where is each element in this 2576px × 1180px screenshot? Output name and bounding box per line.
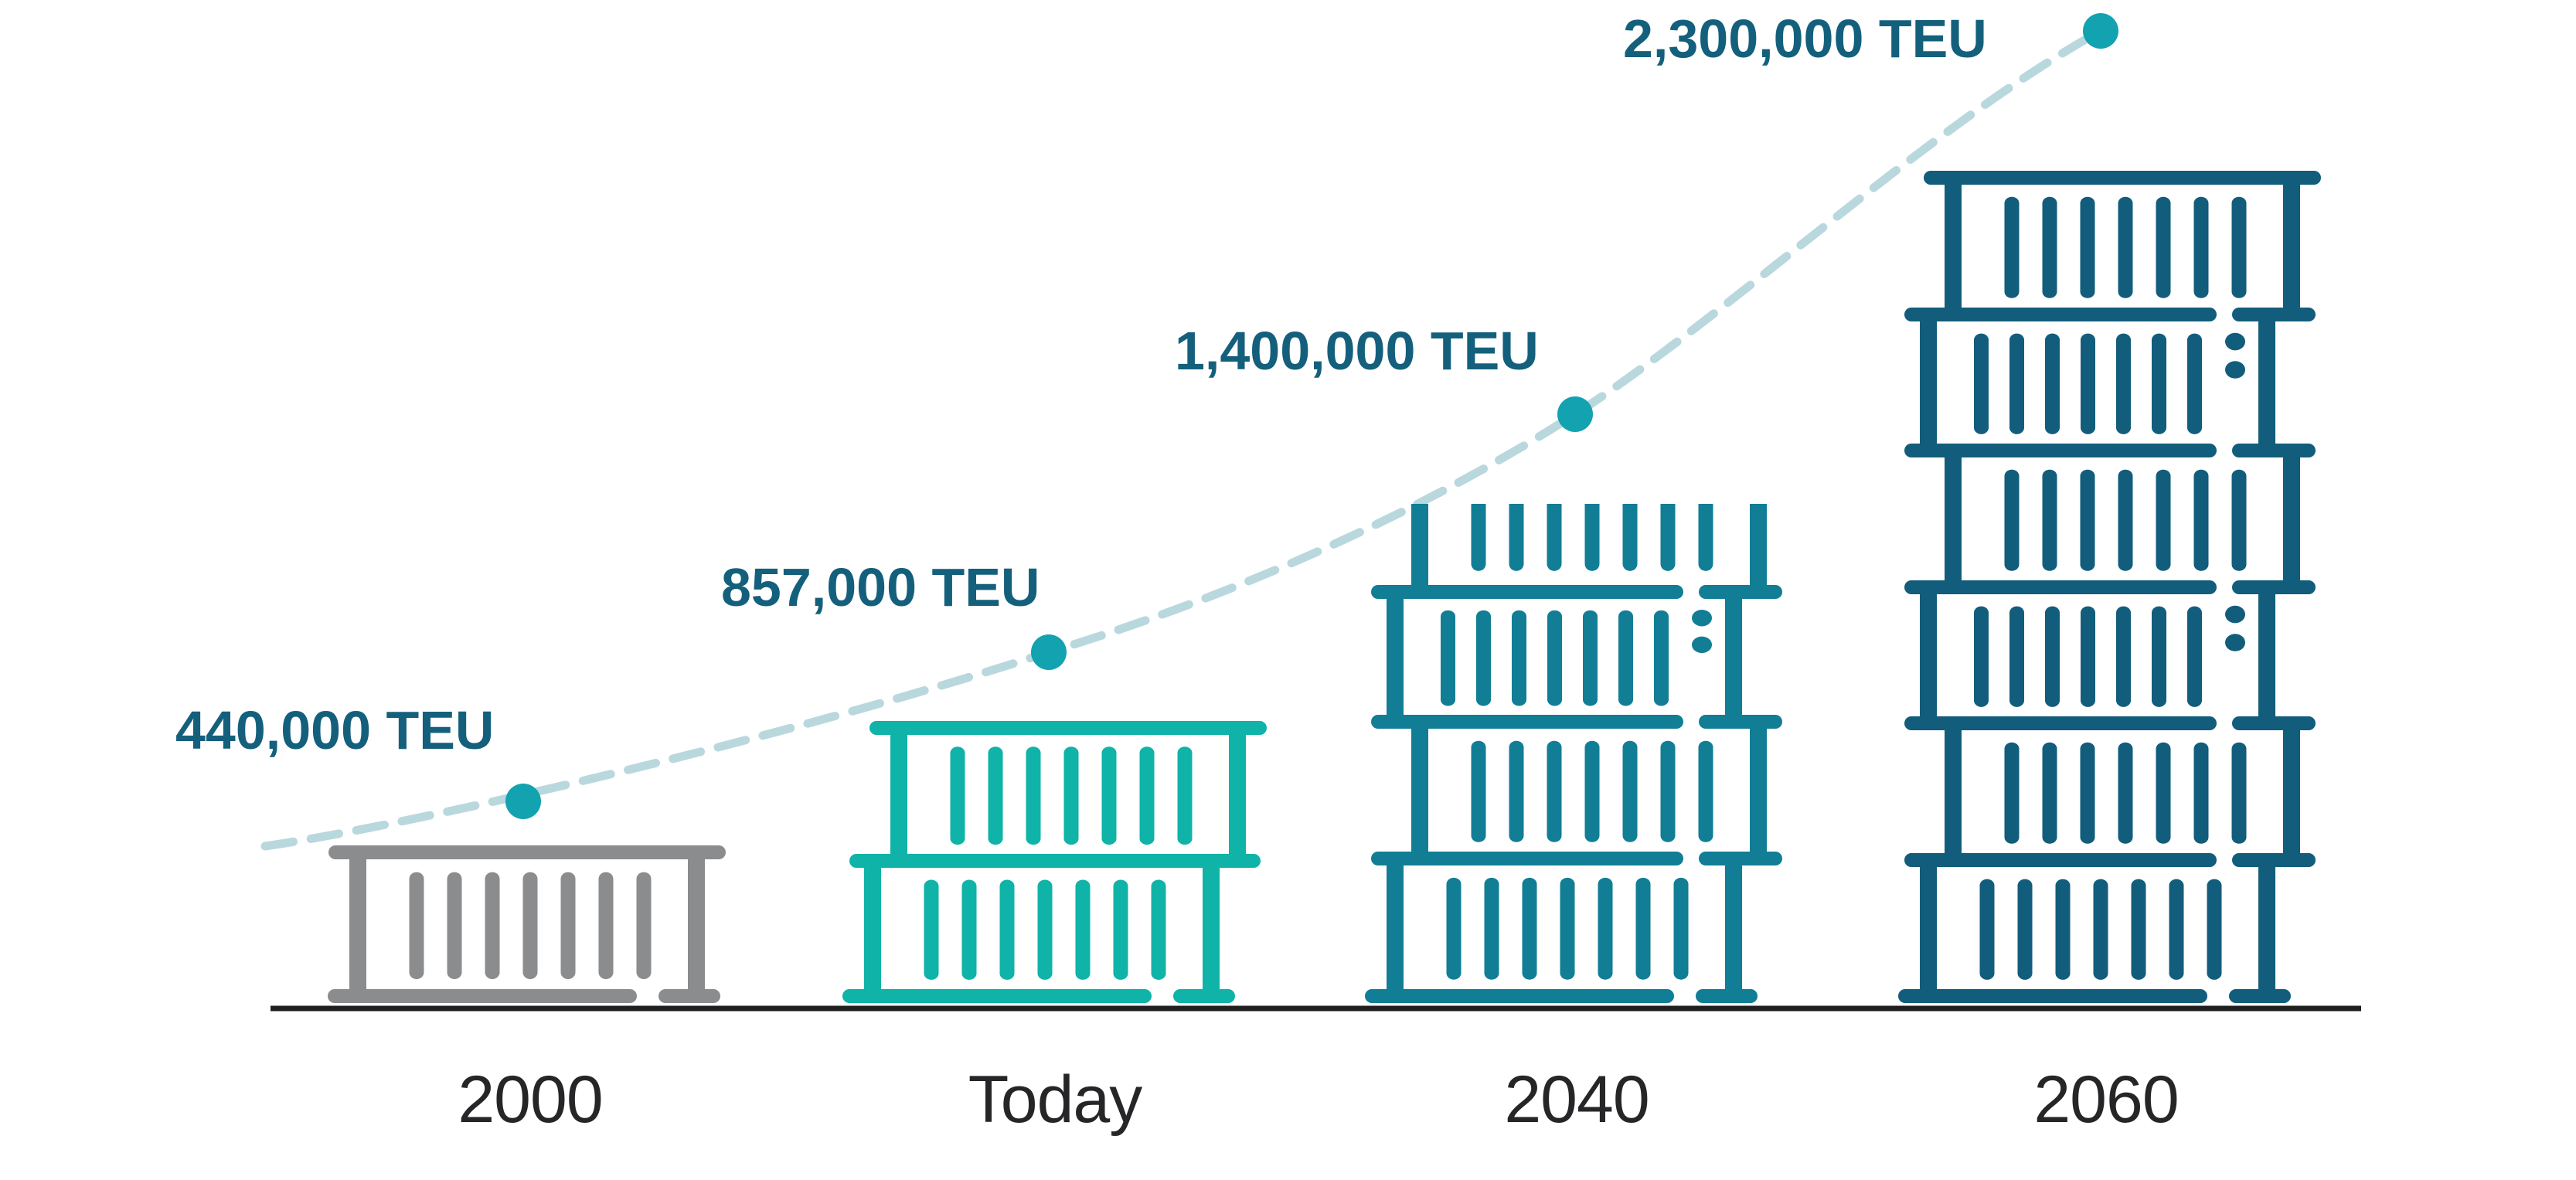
- container-rail-icon: [1371, 585, 1782, 599]
- container-stack-2060: [1898, 171, 2321, 1003]
- container-rail-icon: [1904, 308, 2316, 321]
- container-rail-icon: [328, 845, 726, 859]
- container-rail-icon: [849, 854, 1261, 868]
- container-rail-icon: [328, 989, 720, 1003]
- data-point-dot: [505, 784, 541, 819]
- container-icon: [349, 859, 705, 989]
- container-rail-icon: [1904, 716, 2316, 730]
- value-label-2040: 1,400,000 TEU: [1175, 321, 1539, 381]
- year-label-2000: 2000: [458, 1063, 602, 1137]
- container-rail-icon: [1365, 989, 1758, 1003]
- container-icon: [864, 868, 1220, 989]
- container-rail-icon: [1898, 989, 2291, 1003]
- container-rail-icon: [842, 989, 1235, 1003]
- value-label-2060: 2,300,000 TEU: [1623, 9, 1987, 69]
- container-rail-icon: [1924, 171, 2321, 185]
- container-rail-icon: [1904, 580, 2316, 594]
- container-rail-icon: [1904, 853, 2316, 867]
- container-rail-icon: [1904, 444, 2316, 457]
- year-label-2060: 2060: [2033, 1063, 2178, 1137]
- data-point-dot: [2083, 13, 2118, 49]
- container-icon: [890, 735, 1246, 854]
- container-rail-icon: [1371, 715, 1782, 729]
- container-icon: [1945, 730, 2300, 853]
- container-icon: [1920, 867, 2275, 989]
- data-point-dot: [1557, 396, 1593, 432]
- growth-trend-line: [260, 26, 2105, 851]
- year-label-today: Today: [968, 1063, 1142, 1137]
- container-icon: [1920, 321, 2275, 444]
- container-icon: [1945, 457, 2300, 580]
- container-rail-icon: [869, 721, 1267, 735]
- value-label-2000: 440,000 TEU: [175, 700, 494, 760]
- container-icon: [1387, 865, 1742, 989]
- container-icon: [1411, 729, 1767, 852]
- container-icon: [1920, 594, 2275, 716]
- value-label-today: 857,000 TEU: [721, 557, 1040, 617]
- data-point-dot: [1031, 634, 1067, 670]
- container-stack-2040: [1365, 504, 1782, 1003]
- container-stack-2000: [328, 845, 726, 1003]
- container-icon: [1411, 504, 1767, 585]
- container-rail-icon: [1371, 852, 1782, 865]
- container-stack-today: [842, 721, 1267, 1003]
- container-icon: [1387, 599, 1742, 715]
- year-label-2040: 2040: [1504, 1063, 1649, 1137]
- container-icon: [1945, 185, 2300, 308]
